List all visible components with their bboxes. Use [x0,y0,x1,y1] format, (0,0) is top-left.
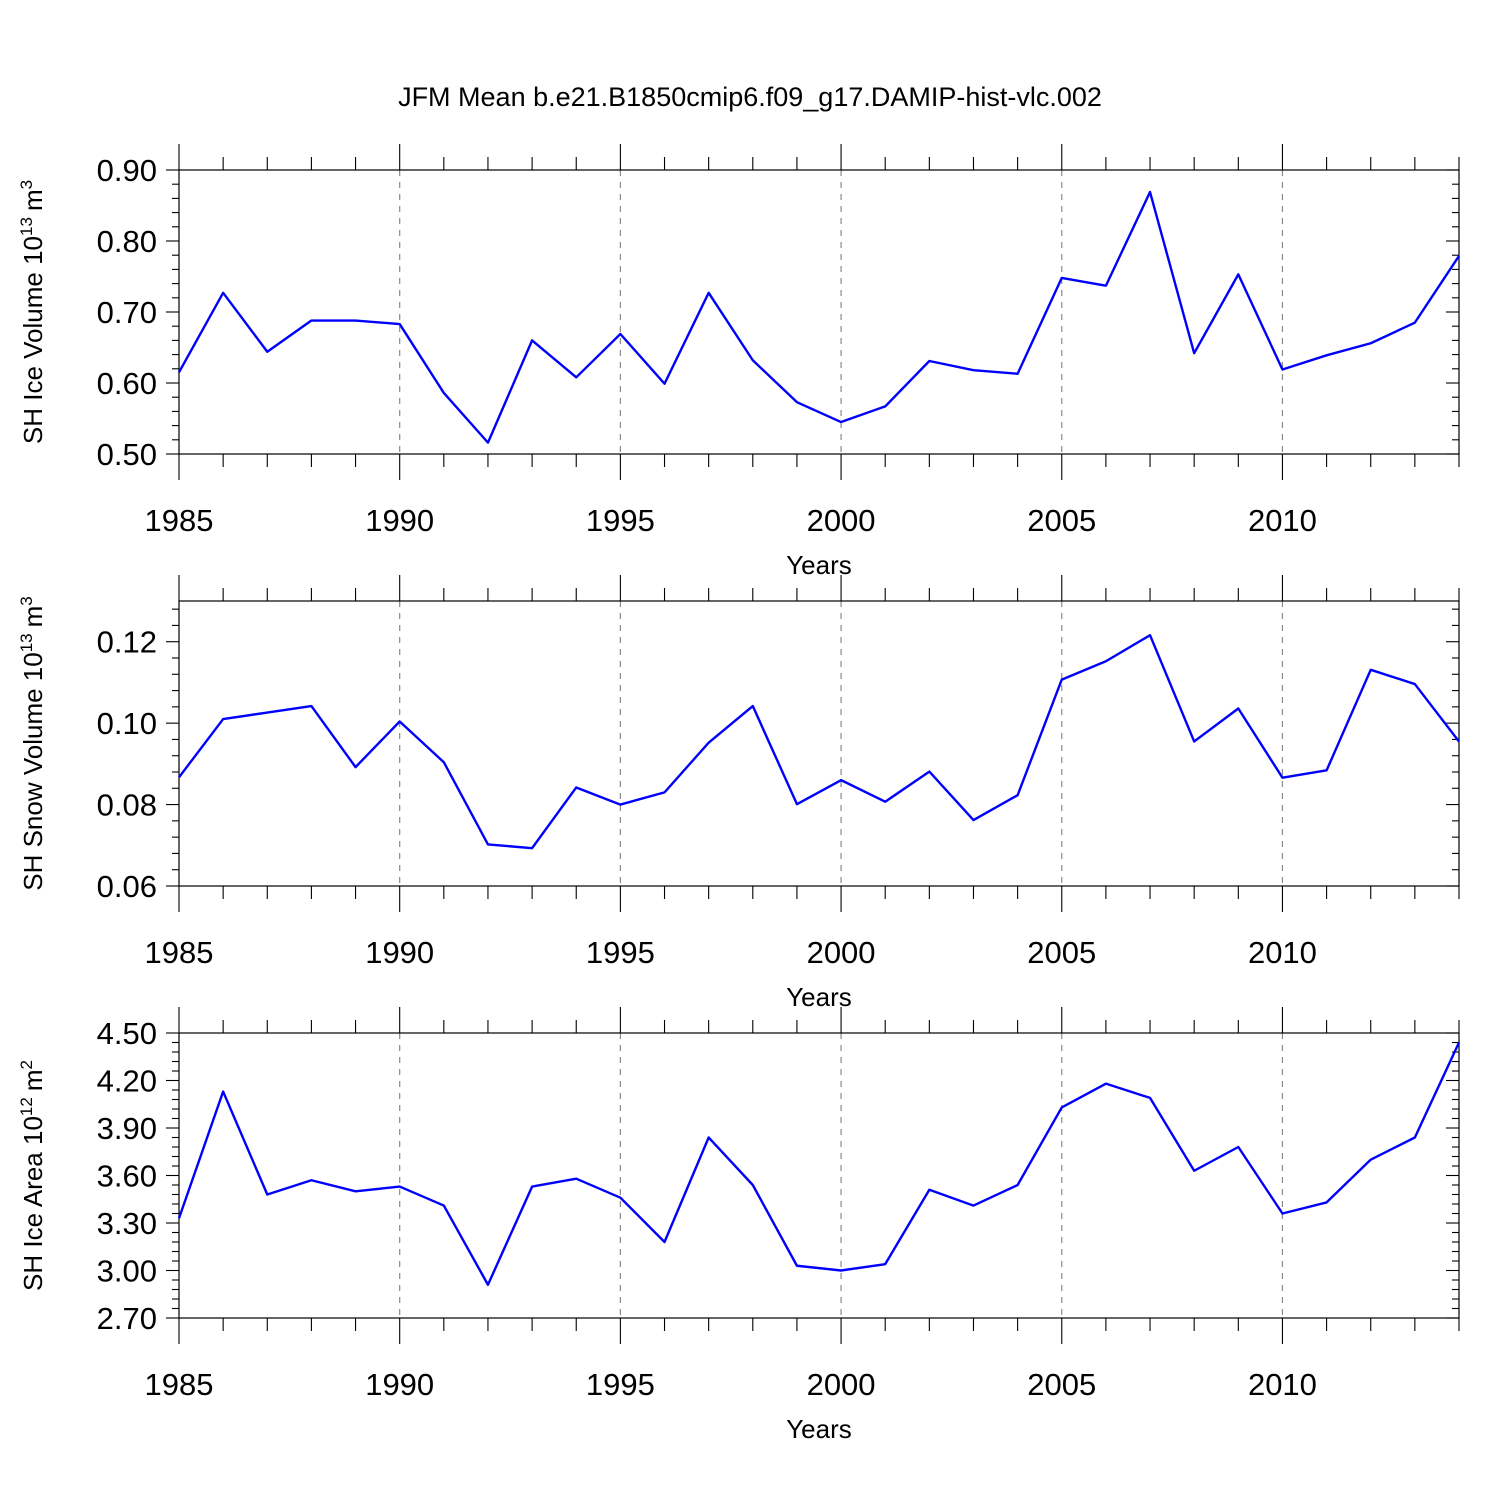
y-tick-label: 0.50 [97,437,157,472]
x-axis-title: Years [786,982,852,1012]
y-tick-label: 3.30 [97,1206,157,1241]
y-axis-title: SH Snow Volume 1013 m3 [17,596,48,891]
y-tick-label: 0.12 [97,625,157,660]
panel-3: 4.50 4.20 3.90 3.60 3.30 3.00 2.70 1985 1990 1995… [17,1007,1461,1444]
y-tick-label: 0.80 [97,224,157,259]
x-tick-label: 1995 [586,935,655,970]
x-axis-title: Years [786,1414,852,1444]
x-axis-title: Years [786,550,852,580]
y-tick-label: 2.70 [97,1301,157,1336]
y-axis-title: SH Ice Area 1012 m2 [17,1060,48,1291]
x-tick-label: 2000 [807,935,876,970]
y-axis-title-unit-exponent: 3 [17,180,36,189]
y-axis-title-unit-exponent: 2 [17,1060,36,1069]
x-tick-label: 2005 [1027,1367,1096,1402]
series-line [177,190,1461,444]
x-tick-label: 1990 [365,1367,434,1402]
y-tick-label: 0.06 [97,869,157,904]
panels-group: 0.90 0.80 0.70 0.60 0.50 1985 1990 1995 2000 2005… [17,144,1461,1444]
y-tick-label: 0.10 [97,706,157,741]
y-axis-title-unit: m [18,189,48,211]
x-tick-label: 1990 [365,935,434,970]
y-axis-title-text: SH Snow Volume 10 [18,652,48,890]
y-axis-title: SH Ice Volume 1013 m3 [17,180,48,444]
x-tick-label: 2005 [1027,503,1096,538]
y-tick-label: 0.08 [97,788,157,823]
x-tick-label: 2005 [1027,935,1096,970]
y-axis-title-exponent: 13 [17,633,36,652]
y-axis-title-unit: m [18,606,48,628]
x-tick-label: 2010 [1248,935,1317,970]
plot-frame [178,600,1460,887]
x-tick-label: 2010 [1248,503,1317,538]
y-axis-title-exponent: 12 [17,1097,36,1116]
x-tick-label: 2000 [807,503,876,538]
x-tick-label: 1995 [586,503,655,538]
y-tick-label: 3.00 [97,1254,157,1289]
y-axis-title-text: SH Ice Volume 10 [18,236,48,444]
y-tick-label: 4.50 [97,1016,157,1051]
y-tick-label: 3.90 [97,1111,157,1146]
panel-1: 0.90 0.80 0.70 0.60 0.50 1985 1990 1995 2000 2005… [17,144,1461,580]
y-tick-label: 4.20 [97,1064,157,1099]
x-tick-label: 1985 [145,503,214,538]
series-line [178,634,1460,850]
x-tick-label: 1985 [145,935,214,970]
x-tick-label: 1990 [365,503,434,538]
series-line [177,1041,1461,1286]
x-tick-label: 2010 [1248,1367,1317,1402]
y-axis-title-exponent: 13 [17,217,36,236]
chart-title: JFM Mean b.e21.B1850cmip6.f09_g17.DAMIP-… [398,82,1102,112]
plot-frame [178,1032,1460,1319]
y-tick-label: 0.70 [97,295,157,330]
y-tick-label: 3.60 [97,1159,157,1194]
y-tick-label: 0.90 [97,153,157,188]
x-tick-label: 2000 [807,1367,876,1402]
panel-2: 0.12 0.10 0.08 0.06 1985 1990 1995 2000 2005 2010… [17,575,1460,1012]
y-tick-label: 0.60 [97,366,157,401]
y-axis-title-unit-exponent: 3 [17,596,36,605]
y-axis-title-text: SH Ice Area 10 [18,1116,48,1291]
x-tick-label: 1995 [586,1367,655,1402]
x-tick-label: 1985 [145,1367,214,1402]
y-axis-title-unit: m [18,1069,48,1091]
